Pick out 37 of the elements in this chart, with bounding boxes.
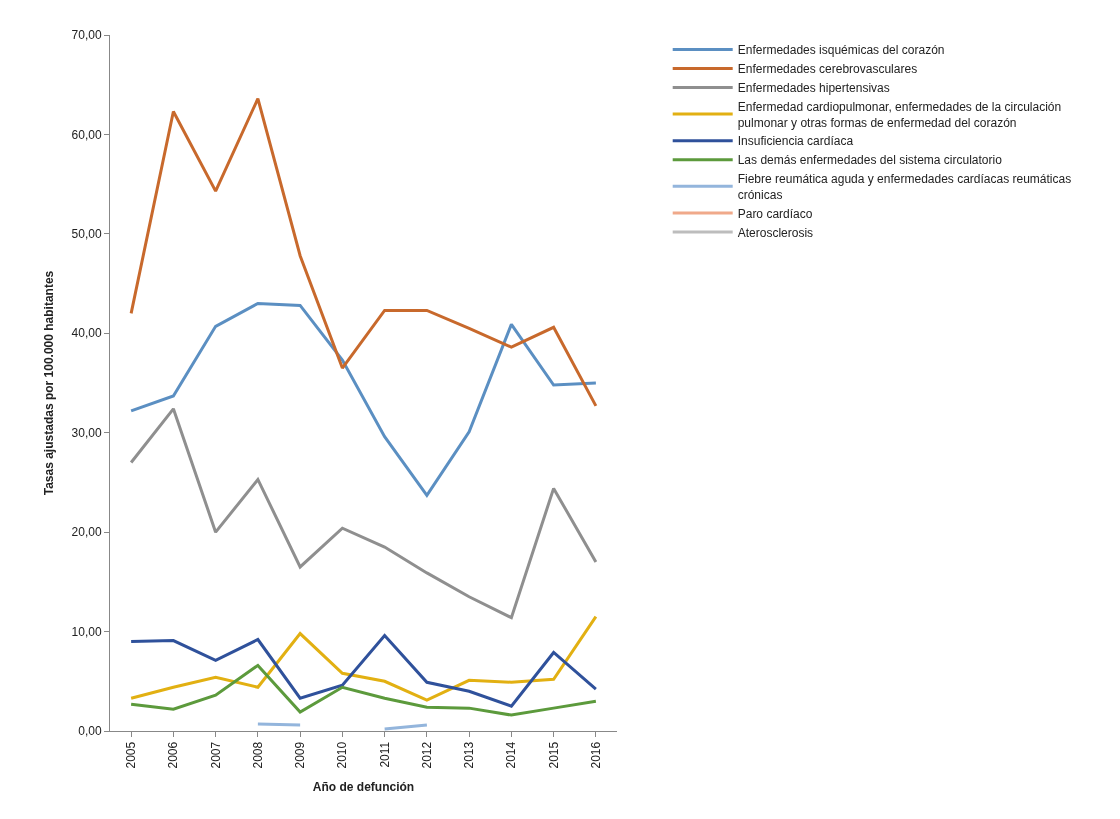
line-series (129, 301, 598, 497)
x-tick-label: 2005 (124, 741, 139, 769)
y-tick-label: 40,00 (71, 326, 102, 341)
x-tick-label: 2016 (588, 741, 603, 769)
x-tick-label: 2007 (208, 741, 223, 769)
y-tick-label: 30,00 (71, 425, 102, 440)
y-tick-label: 70,00 (71, 28, 102, 43)
legend-label: Enfermedades isquémicas del corazón (737, 43, 945, 58)
y-tick-label: 20,00 (71, 525, 102, 540)
line-series (129, 615, 598, 702)
legend-label: Enfermedades cerebrovasculares (737, 62, 918, 77)
y-axis-title: Tasas ajustadas por 100.000 habitantes (41, 270, 56, 496)
y-tick-label: 10,00 (71, 624, 102, 639)
legend-label: Enfermedades hipertensivas (737, 81, 890, 96)
y-tick-label: 50,00 (71, 227, 102, 242)
x-tick-label: 2012 (419, 741, 434, 769)
x-tick-label: 2013 (462, 741, 477, 769)
x-tick-label: 2009 (293, 741, 308, 769)
legend-label: Aterosclerosis (737, 225, 814, 240)
x-tick-label: 2015 (546, 741, 561, 769)
x-axis-title: Año de defunción (312, 780, 415, 795)
y-tick-label: 60,00 (71, 127, 102, 142)
legend-label: Insuficiencia cardíaca (737, 134, 854, 149)
y-tick-label: 0,00 (78, 724, 102, 739)
legend-label: Enfermedad cardiopulmonar, enfermedades de la circulación pulmonar y otras formas de enfermedad del corazón (737, 99, 1062, 130)
x-tick-label: 2008 (250, 741, 265, 769)
line-series (129, 634, 598, 708)
x-tick-label: 2010 (335, 741, 350, 769)
line-series (129, 663, 598, 717)
x-tick-label: 2006 (166, 741, 181, 769)
legend-label: Las demás enfermedades del sistema circulatorio (737, 153, 1003, 168)
legend-label: Fiebre reumática aguda y enfermedades cardíacas reumáticas crónicas (737, 172, 1072, 202)
x-tick-label: 2011 (377, 741, 392, 768)
line-series (129, 407, 598, 620)
legend-label: Paro cardíaco (737, 206, 813, 221)
line-series (129, 97, 598, 408)
x-tick-label: 2014 (504, 741, 519, 769)
